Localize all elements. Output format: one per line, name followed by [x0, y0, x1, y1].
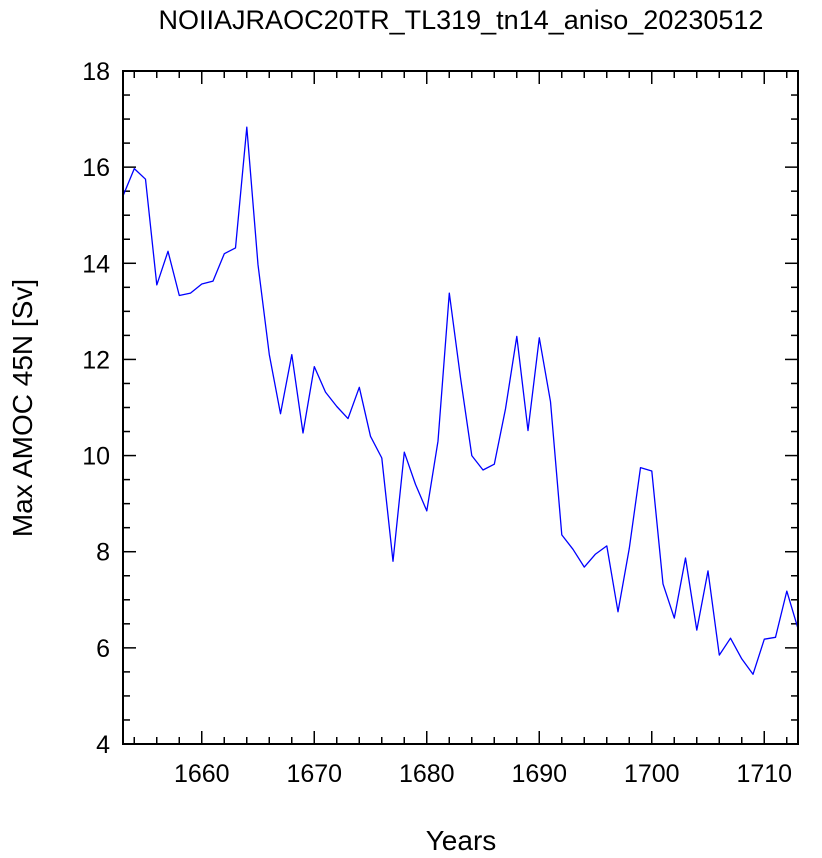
y-tick-label: 18 [82, 58, 110, 86]
y-tick-label: 4 [96, 731, 110, 759]
x-axis-label: Years [426, 825, 497, 856]
x-tick-label: 1690 [511, 760, 567, 788]
y-tick-label: 6 [96, 635, 110, 663]
y-tick-label: 10 [82, 443, 110, 471]
axis-ticks [123, 70, 798, 745]
y-tick-label: 14 [82, 250, 110, 278]
y-tick-label: 12 [82, 346, 110, 374]
x-tick-label: 1660 [174, 760, 230, 788]
x-tick-label: 1710 [736, 760, 792, 788]
chart-title: NOIIAJRAOC20TR_TL319_tn14_aniso_20230512 [159, 5, 764, 35]
series-layer [122, 126, 799, 675]
tick-labels: 1660 1670 1680 1690 1700 1710 4 6 8 10 12 14 16 18 [82, 58, 792, 788]
y-tick-label: 8 [96, 539, 110, 567]
x-tick-label: 1670 [286, 760, 342, 788]
series-line [122, 126, 799, 675]
x-tick-label: 1680 [399, 760, 455, 788]
x-tick-label: 1700 [624, 760, 680, 788]
y-axis-label: Max AMOC 45N [Sv] [7, 279, 38, 537]
plot-frame [122, 70, 799, 745]
y-tick-label: 16 [82, 154, 110, 182]
